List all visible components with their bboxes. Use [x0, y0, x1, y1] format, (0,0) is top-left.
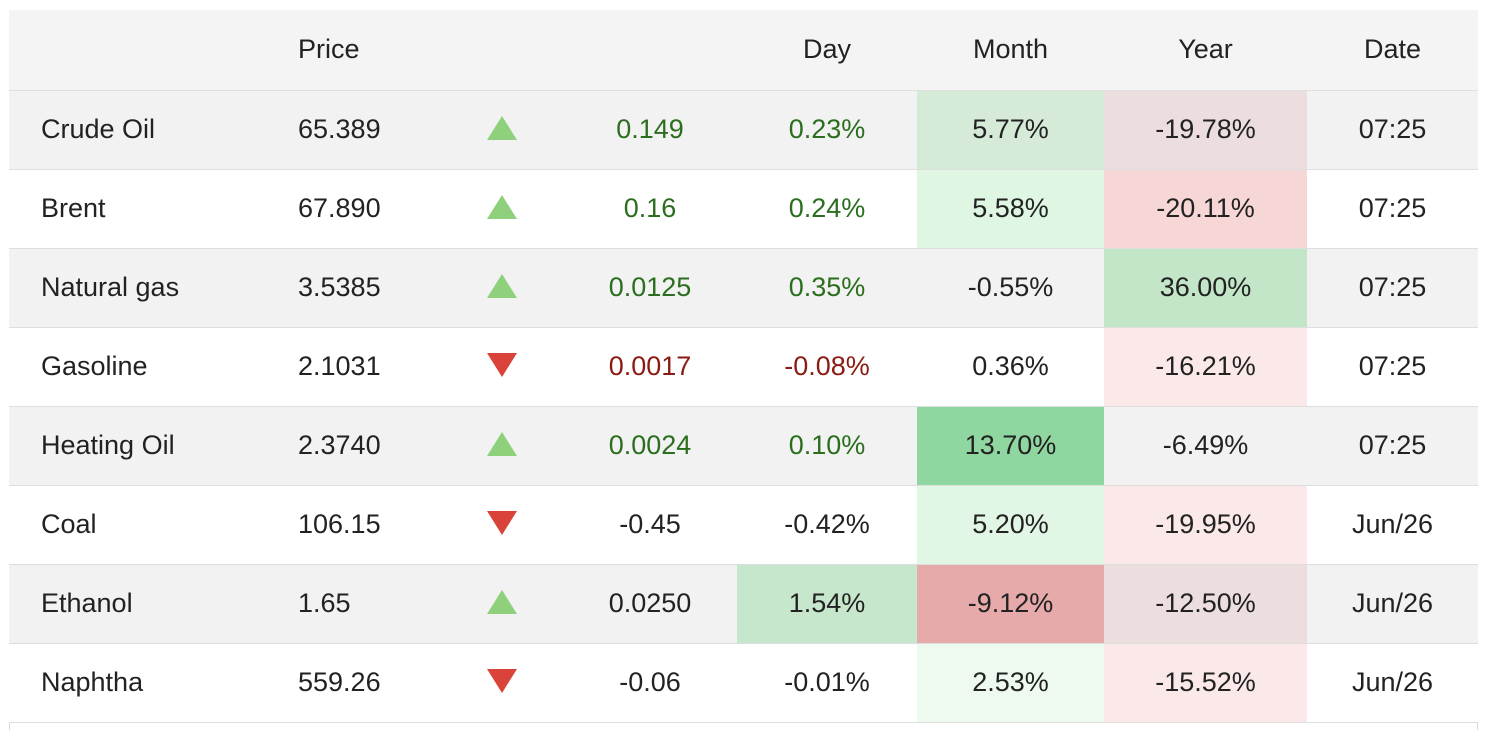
year-change-cell: -20.11% [1104, 169, 1307, 248]
table-row[interactable]: Natural gas 3.5385 0.0125 0.35% -0.55% 36.00%… [9, 248, 1478, 327]
price-cell: 106.15 [298, 509, 381, 539]
commodity-name-link[interactable]: Brent [41, 193, 106, 223]
arrow-down-icon [487, 352, 517, 377]
arrow-up-icon [487, 589, 517, 614]
commodity-name-link[interactable]: Naphtha [41, 667, 144, 697]
header-day[interactable]: Day [737, 10, 917, 91]
change-cell: 0.16 [623, 193, 677, 223]
day-change-cell: -0.42% [784, 509, 870, 539]
change-cell: 0.0017 [608, 351, 692, 381]
day-change-cell: 1.54% [737, 564, 917, 643]
price-cell: 1.65 [298, 588, 351, 618]
year-change-cell: 36.00% [1104, 248, 1307, 327]
header-month[interactable]: Month [917, 10, 1104, 91]
header-price[interactable]: Price [266, 10, 441, 91]
day-change-cell: 0.23% [788, 114, 866, 144]
direction-cell [441, 564, 563, 643]
arrow-up-icon [487, 431, 517, 456]
change-cell: -0.45 [619, 509, 681, 539]
table-row[interactable]: Ethanol 1.65 0.0250 1.54% -9.12% -12.50% Jun/2… [9, 564, 1478, 643]
table-row[interactable]: Crude Oil 65.389 0.149 0.23% 5.77% -19.78% 07:… [9, 90, 1478, 169]
commodity-name-link[interactable]: Heating Oil [41, 430, 175, 460]
month-change-cell: 2.53% [917, 643, 1104, 722]
month-change-cell: 5.77% [917, 90, 1104, 169]
price-cell: 3.5385 [298, 272, 381, 302]
table-row[interactable]: Brent 67.890 0.16 0.24% 5.58% -20.11% 07:25 [9, 169, 1478, 248]
date-cell: Jun/26 [1351, 667, 1434, 697]
date-cell: 07:25 [1358, 114, 1427, 144]
change-cell: 0.0125 [608, 272, 692, 302]
month-change-cell: -9.12% [917, 564, 1104, 643]
day-change-cell: 0.24% [788, 193, 866, 223]
commodity-name-link[interactable]: Ethanol [41, 588, 133, 618]
day-change-cell: 0.10% [788, 430, 866, 460]
table-row[interactable]: Gasoline 2.1031 0.0017 -0.08% 0.36% -16.21% 07… [9, 327, 1478, 406]
year-change-cell: -12.50% [1104, 564, 1307, 643]
price-cell: 2.3740 [298, 430, 381, 460]
header-change [563, 10, 737, 91]
commodities-table-panel: Price Day Month Year Date Crude Oil 65.38… [9, 10, 1478, 730]
arrow-up-icon [487, 115, 517, 140]
month-change-cell: -0.55% [967, 272, 1054, 302]
day-change-cell: -0.08% [784, 351, 870, 381]
day-change-cell: -0.01% [784, 667, 870, 697]
direction-cell [441, 406, 563, 485]
price-cell: 65.389 [298, 114, 381, 144]
table-header-row: Price Day Month Year Date [9, 10, 1478, 91]
year-change-cell: -19.78% [1104, 90, 1307, 169]
month-change-cell: 13.70% [917, 406, 1104, 485]
arrow-down-icon [487, 668, 517, 693]
date-cell: 07:25 [1358, 193, 1427, 223]
change-cell: -0.06 [619, 667, 681, 697]
arrow-up-icon [487, 194, 517, 219]
direction-cell [441, 90, 563, 169]
year-change-cell: -6.49% [1162, 430, 1249, 460]
table-row[interactable]: Heating Oil 2.3740 0.0024 0.10% 13.70% -6.49%… [9, 406, 1478, 485]
date-cell: Jun/26 [1351, 509, 1434, 539]
commodities-table: Price Day Month Year Date Crude Oil 65.38… [9, 10, 1478, 723]
commodity-name-link[interactable]: Gasoline [41, 351, 148, 381]
arrow-up-icon [487, 273, 517, 298]
date-cell: 07:25 [1358, 272, 1427, 302]
date-cell: Jun/26 [1351, 588, 1434, 618]
year-change-cell: -15.52% [1104, 643, 1307, 722]
commodity-name-link[interactable]: Coal [41, 509, 97, 539]
price-cell: 67.890 [298, 193, 381, 223]
month-change-cell: 5.20% [917, 485, 1104, 564]
direction-cell [441, 248, 563, 327]
price-cell: 559.26 [298, 667, 381, 697]
commodity-name-link[interactable]: Natural gas [41, 272, 180, 302]
direction-cell [441, 643, 563, 722]
year-change-cell: -16.21% [1104, 327, 1307, 406]
commodity-name-link[interactable]: Crude Oil [41, 114, 156, 144]
price-cell: 2.1031 [298, 351, 381, 381]
header-name [9, 10, 266, 91]
table-row[interactable]: Coal 106.15 -0.45 -0.42% 5.20% -19.95% Jun/26 [9, 485, 1478, 564]
day-change-cell: 0.35% [788, 272, 866, 302]
month-change-cell: 0.36% [972, 351, 1049, 381]
table-row[interactable]: Naphtha 559.26 -0.06 -0.01% 2.53% -15.52% Jun/… [9, 643, 1478, 722]
arrow-down-icon [487, 510, 517, 535]
change-cell: 0.149 [616, 114, 684, 144]
header-year[interactable]: Year [1104, 10, 1307, 91]
year-change-cell: -19.95% [1104, 485, 1307, 564]
change-cell: 0.0250 [608, 588, 692, 618]
month-change-cell: 5.58% [917, 169, 1104, 248]
header-date[interactable]: Date [1307, 10, 1478, 91]
header-arrow [441, 10, 563, 91]
date-cell: 07:25 [1358, 351, 1427, 381]
change-cell: 0.0024 [608, 430, 692, 460]
date-cell: 07:25 [1358, 430, 1427, 460]
direction-cell [441, 485, 563, 564]
direction-cell [441, 169, 563, 248]
direction-cell [441, 327, 563, 406]
